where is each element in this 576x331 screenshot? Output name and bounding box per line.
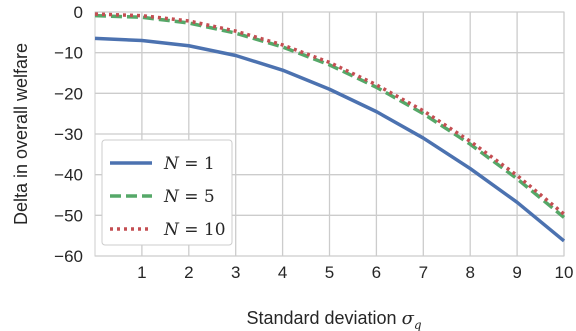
x-tick-label: 3 <box>231 263 240 282</box>
legend-box <box>101 139 233 246</box>
y-tick-labels: 0 −10 −20 −30 −40 −50 −60 <box>54 3 83 266</box>
x-tick-label: 9 <box>512 263 521 282</box>
x-tick-label: 5 <box>325 263 334 282</box>
y-tick-label: −30 <box>54 125 83 144</box>
x-tick-label: 7 <box>419 263 428 282</box>
y-tick-label: −60 <box>54 247 83 266</box>
x-tick-labels: 1 2 3 4 5 6 7 8 9 10 <box>137 263 573 282</box>
y-tick-label: −50 <box>54 206 83 225</box>
y-tick-label: −10 <box>54 44 83 63</box>
x-tick-label: 8 <box>465 263 474 282</box>
series-line <box>94 36 566 243</box>
x-tick-label: 6 <box>372 263 381 282</box>
legend-label: N = 10 <box>163 220 226 240</box>
legend-label: N = 5 <box>163 187 215 207</box>
legend-label: N = 1 <box>163 154 215 174</box>
x-axis-label: Standard deviation σq <box>246 308 421 331</box>
x-tick-label: 1 <box>137 263 146 282</box>
x-tick-label: 10 <box>555 263 574 282</box>
y-axis-label: Delta in overall welfare <box>11 43 31 225</box>
plot-area-border <box>94 11 565 257</box>
x-tick-label: 4 <box>278 263 287 282</box>
legend: N = 1 N = 5 N = 10 <box>101 139 233 246</box>
y-tick-label: −20 <box>54 84 83 103</box>
y-tick-label: 0 <box>74 3 83 22</box>
series-line <box>94 12 566 216</box>
y-tick-label: −40 <box>54 166 83 185</box>
x-tick-label: 2 <box>184 263 193 282</box>
series-line <box>94 13 566 219</box>
series-group <box>94 12 566 243</box>
